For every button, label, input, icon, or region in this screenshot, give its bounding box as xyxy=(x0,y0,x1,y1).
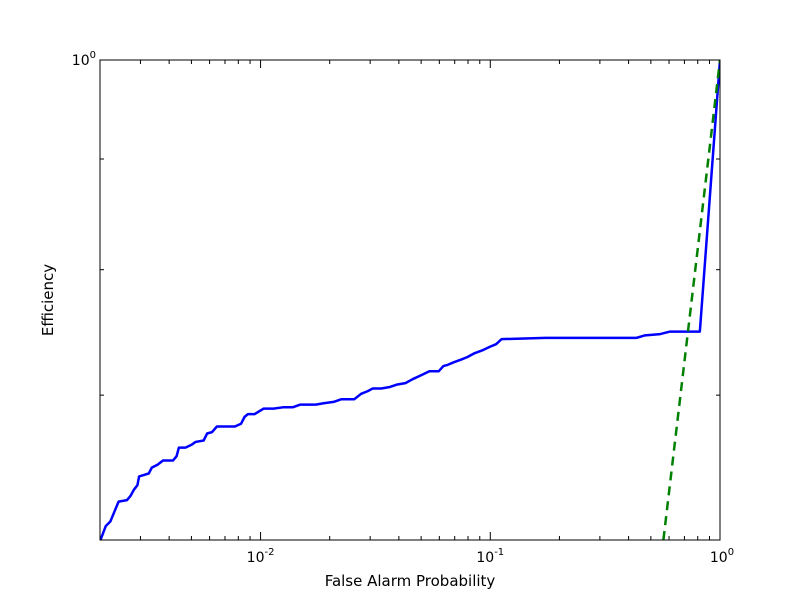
x-tick-label-base: 10 xyxy=(247,550,265,566)
x-tick-label-exponent: -1 xyxy=(494,547,504,558)
x-tick-label: 10-2 xyxy=(247,547,275,566)
x-tick-label-base: 10 xyxy=(476,550,494,566)
y-tick-label-base: 10 xyxy=(72,53,90,69)
plot-frame xyxy=(99,59,721,541)
x-tick-label-exponent: -2 xyxy=(264,547,274,558)
y-tick-label-exponent: 0 xyxy=(90,50,96,61)
y-axis-label: Efficiency xyxy=(39,264,57,336)
ticks-layer xyxy=(99,59,721,541)
x-axis-label: False Alarm Probability xyxy=(325,572,496,590)
x-tick-label: 100 xyxy=(710,547,734,566)
series-layer xyxy=(100,60,720,540)
y-tick-label: 100 xyxy=(72,50,96,69)
x-tick-label-exponent: 0 xyxy=(728,547,734,558)
series-line-2 xyxy=(662,60,720,540)
series-line-1 xyxy=(100,60,720,540)
x-tick-label-base: 10 xyxy=(710,550,728,566)
x-tick-label: 10-1 xyxy=(476,547,504,566)
